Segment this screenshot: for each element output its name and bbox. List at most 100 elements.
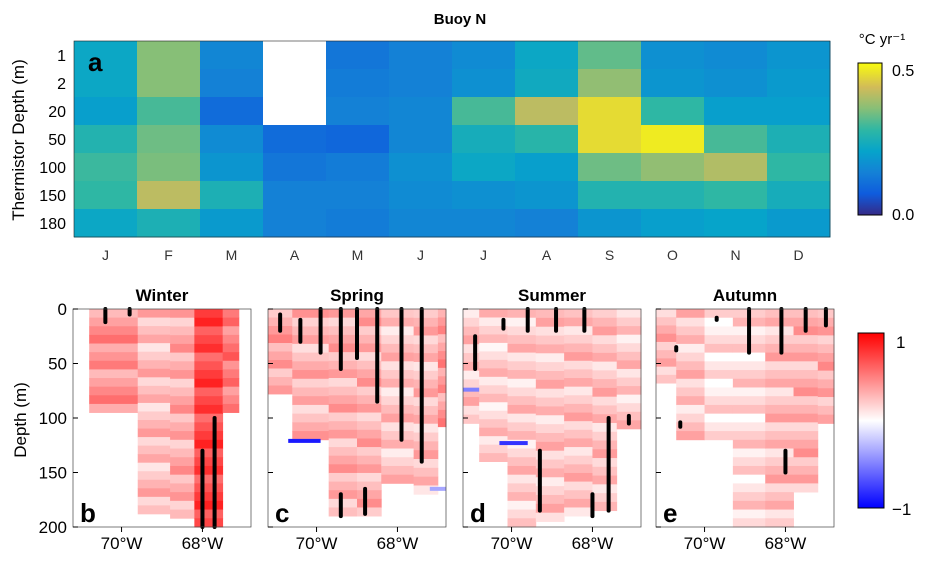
anomaly-cell: [507, 343, 537, 353]
anomaly-cell: [292, 422, 330, 432]
heatmap-cell: [200, 97, 264, 126]
anomaly-cell: [616, 394, 642, 404]
anomaly-cell: [170, 352, 195, 362]
anomaly-cell: [535, 415, 565, 425]
anomaly-cell: [765, 457, 794, 467]
anomaly-cell: [137, 428, 171, 438]
negative-anomaly: [499, 441, 528, 446]
anomaly-cell: [656, 309, 677, 318]
anomaly-cell: [507, 378, 537, 388]
anomaly-cell: [292, 413, 330, 423]
anomaly-cell: [564, 498, 593, 508]
anomaly-cell: [704, 352, 734, 362]
anomaly-cell: [463, 397, 480, 407]
anomaly-cell: [328, 481, 358, 491]
anomaly-cell: [479, 376, 508, 386]
anomaly-cell: [381, 448, 415, 458]
anomaly-cell: [564, 507, 593, 517]
anomaly-cell: [479, 368, 508, 378]
anomaly-cell: [89, 378, 139, 388]
x-tick-label: 68°W: [377, 534, 419, 553]
anomaly-cell: [732, 361, 766, 371]
anomaly-cell: [194, 335, 224, 345]
anomaly-cell: [328, 378, 358, 388]
anomaly-cell: [222, 386, 240, 396]
anomaly-cell: [437, 409, 447, 419]
anomaly-cell: [793, 335, 819, 345]
y-tick-label: 100: [39, 409, 67, 428]
anomaly-cell: [328, 472, 358, 482]
y-tick-label: 2: [57, 76, 66, 93]
heatmap-cell: [326, 209, 390, 238]
heatmap-cell: [515, 41, 579, 70]
anomaly-cell: [222, 378, 240, 388]
anomaly-cell: [793, 465, 819, 476]
anomaly-cell: [592, 484, 618, 494]
anomaly-cell: [381, 396, 415, 406]
anomaly-cell: [413, 326, 439, 336]
anomaly-cell: [328, 464, 358, 474]
heatmap-cell: [263, 69, 327, 98]
anomaly-cell: [292, 361, 330, 371]
colorbar-a-max: 0.5: [892, 63, 914, 80]
anomaly-cell: [507, 404, 537, 415]
anomaly-cell: [222, 317, 240, 327]
anomaly-cell: [328, 352, 358, 362]
heatmap-cell: [137, 181, 201, 210]
heatmap-cell: [326, 97, 390, 126]
anomaly-cell: [507, 309, 537, 319]
anomaly-cell: [381, 309, 415, 319]
anomaly-cell: [535, 494, 565, 505]
heatmap-cell: [326, 69, 390, 98]
anomaly-cell: [676, 370, 705, 380]
anomaly-cell: [656, 350, 677, 359]
anomaly-cell: [381, 361, 415, 371]
anomaly-cell: [357, 490, 382, 500]
anomaly-cell: [765, 422, 794, 432]
anomaly-cell: [656, 341, 677, 351]
colorbar-a: [857, 62, 883, 216]
anomaly-cell: [222, 334, 240, 344]
panel-a-heatmap: Buoy N a Thermistor Depth (m) 1 2 20 50 100 1…: [9, 11, 914, 263]
anomaly-cell: [765, 448, 794, 458]
anomaly-cell: [137, 462, 171, 472]
anomaly-cell: [479, 309, 508, 318]
anomaly-cell: [170, 326, 195, 336]
anomaly-cell: [507, 483, 537, 493]
anomaly-cell: [676, 387, 705, 397]
anomaly-cell: [535, 344, 565, 354]
anomaly-cell: [170, 396, 195, 406]
x-tick-label: 70°W: [296, 534, 338, 553]
anomaly-cell: [765, 465, 794, 476]
y-tick-label: 150: [39, 464, 67, 483]
anomaly-cell: [268, 360, 293, 369]
anomaly-cell: [268, 377, 293, 386]
anomaly-cell: [268, 385, 293, 395]
heatmap-cell: [767, 69, 831, 98]
anomaly-cell: [732, 448, 766, 458]
x-tick-label: 68°W: [572, 534, 614, 553]
anomaly-cell: [137, 437, 171, 447]
heatmap-cell: [452, 181, 516, 210]
anomaly-cell: [793, 396, 819, 406]
anomaly-cell: [194, 413, 224, 423]
y-tick-label: 50: [48, 132, 66, 149]
anomaly-cell: [732, 387, 766, 397]
anomaly-cell: [704, 370, 734, 380]
anomaly-cell: [328, 490, 358, 500]
anomaly-cell: [381, 378, 415, 388]
anomaly-cell: [564, 421, 593, 431]
anomaly-cell: [463, 370, 480, 380]
heatmap-cell: [326, 153, 390, 182]
y-tick-label: 200: [39, 518, 67, 537]
heatmap-cell: [641, 153, 705, 182]
anomaly-cell: [704, 387, 734, 397]
anomaly-cell: [817, 361, 835, 372]
anomaly-cell: [793, 431, 819, 441]
anomaly-cell: [592, 326, 618, 336]
anomaly-cell: [535, 468, 565, 478]
anomaly-cell: [268, 351, 293, 361]
anomaly-cell: [793, 378, 819, 388]
anomaly-cell: [413, 388, 439, 398]
anomaly-cell: [357, 472, 382, 482]
